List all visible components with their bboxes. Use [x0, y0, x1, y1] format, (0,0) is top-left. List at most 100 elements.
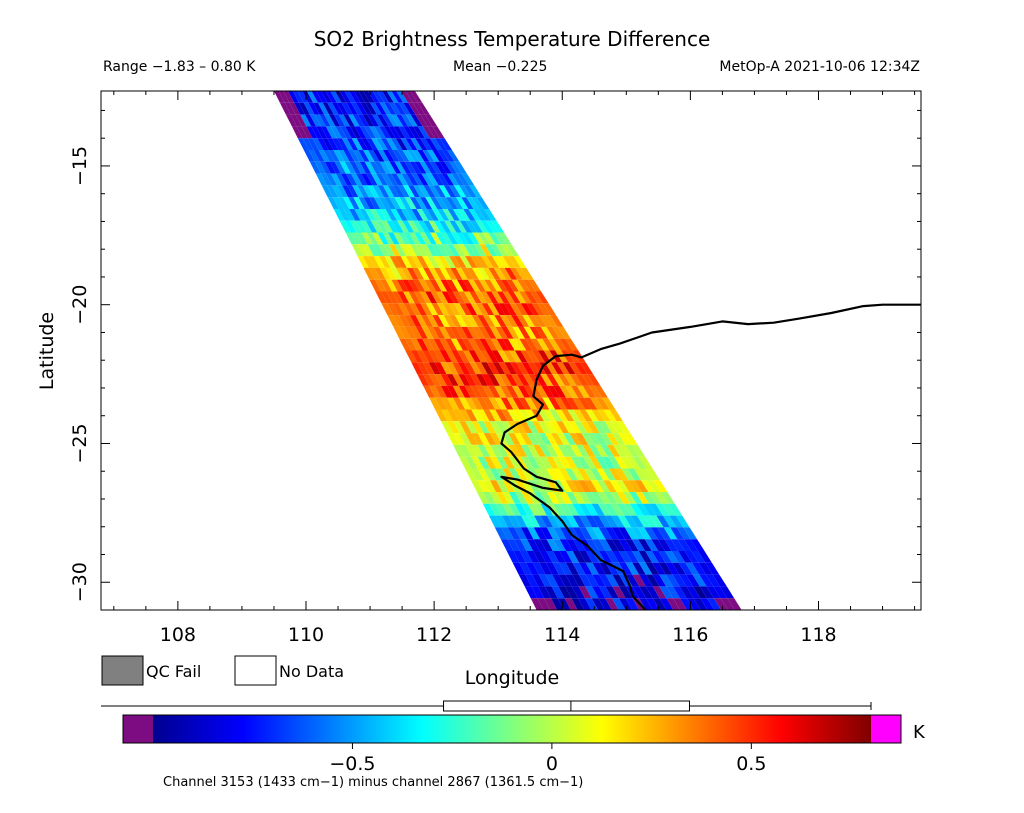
swath-cell [487, 303, 500, 316]
swath-cell [502, 492, 515, 504]
swath-cell [565, 574, 579, 587]
swath-cell [278, 91, 290, 103]
swath-cell [527, 362, 541, 375]
swath-cell [399, 197, 412, 209]
swath-cell [532, 421, 545, 434]
swath-cell [572, 527, 586, 540]
swath-cell [585, 574, 599, 587]
swath-cell [508, 338, 521, 351]
swath-cell [423, 374, 435, 386]
swath-cell [340, 173, 353, 186]
swath-cell [561, 409, 575, 422]
swath-cell [363, 91, 375, 103]
swath-cell [409, 161, 422, 174]
swath-cell [624, 433, 638, 445]
swath-cell [637, 515, 651, 528]
swath-cell [545, 456, 559, 469]
swath-cell [398, 232, 411, 245]
swath-cell [476, 397, 490, 410]
swath-cell [440, 374, 453, 386]
swath-cell [404, 244, 417, 257]
swath-cell [381, 173, 393, 186]
swath-cell [451, 173, 465, 186]
swath-cell [458, 385, 471, 398]
swath-cell [389, 256, 402, 268]
swath-cell [383, 126, 396, 139]
swath-cell [654, 492, 669, 504]
swath-cell [434, 374, 447, 386]
swath-cell [608, 468, 623, 481]
swath-cell [316, 91, 328, 103]
swath-cell [699, 586, 714, 599]
swath-cell [402, 150, 415, 162]
swath-cell [598, 598, 612, 610]
swath-cell [507, 539, 520, 551]
swath-cell [513, 539, 527, 551]
swath-cell [658, 562, 673, 575]
swath-cell [435, 279, 448, 292]
swath-cell [552, 551, 566, 563]
swath-cell [553, 539, 567, 551]
swath-cell [444, 220, 457, 233]
swath-cell [385, 267, 397, 280]
swath-cell [559, 338, 573, 351]
swath-cell [529, 385, 543, 398]
swath-cell [393, 315, 405, 327]
swath-cell [501, 409, 514, 422]
swath-cell [324, 161, 336, 174]
swath-cell [382, 185, 395, 198]
swath-cell [610, 421, 625, 434]
swath-cell [450, 338, 463, 351]
swath-cell [411, 256, 424, 268]
swath-cell [471, 468, 484, 481]
swath-cell [595, 456, 609, 469]
swath-cell [461, 326, 474, 339]
swath-cell [553, 492, 567, 504]
swath-cell [496, 492, 509, 504]
swath-cell [499, 315, 513, 327]
swath-cell [432, 256, 445, 268]
swath-cell [559, 515, 573, 528]
swath-cell [540, 326, 554, 339]
swath-cell [526, 562, 539, 575]
swath-cell [495, 326, 508, 339]
swath-cell [344, 161, 357, 174]
swath-cell [404, 197, 417, 209]
swath-cell [600, 444, 615, 457]
swath-cell [364, 161, 377, 174]
swath-cell [393, 126, 406, 139]
swath-cell [587, 433, 601, 445]
swath-cell [432, 150, 445, 162]
swath-cell [430, 197, 443, 209]
swath-cell [440, 232, 453, 245]
swath-cell [623, 503, 638, 516]
swath-cell [354, 161, 367, 174]
swath-cell [543, 303, 556, 316]
swath-cell [602, 397, 616, 410]
swath-cell [625, 562, 640, 575]
swath-cell [597, 492, 611, 504]
swath-cell [475, 256, 489, 268]
swath-cell [353, 91, 366, 103]
swath-cell [619, 586, 633, 599]
swath-cell [706, 586, 721, 599]
swath-cell [362, 256, 375, 268]
swath-cell [322, 102, 334, 115]
x-tick-label: 112 [416, 624, 452, 646]
swath-cell [603, 480, 617, 492]
swath-cell [490, 468, 503, 481]
swath-cell [438, 185, 451, 198]
swath-cell [435, 197, 448, 209]
swath-cell [631, 527, 645, 540]
swath-cell [488, 232, 501, 245]
swath-cell [520, 539, 534, 551]
swath-cell [375, 279, 387, 292]
swath-cell [530, 338, 544, 351]
swath-cell [618, 527, 632, 540]
swath-cell [410, 114, 423, 127]
swath-cell [558, 456, 572, 469]
swath-cell [477, 315, 490, 327]
swath-cell [408, 126, 421, 139]
swath-cell [481, 374, 495, 386]
swath-cell [594, 385, 608, 398]
